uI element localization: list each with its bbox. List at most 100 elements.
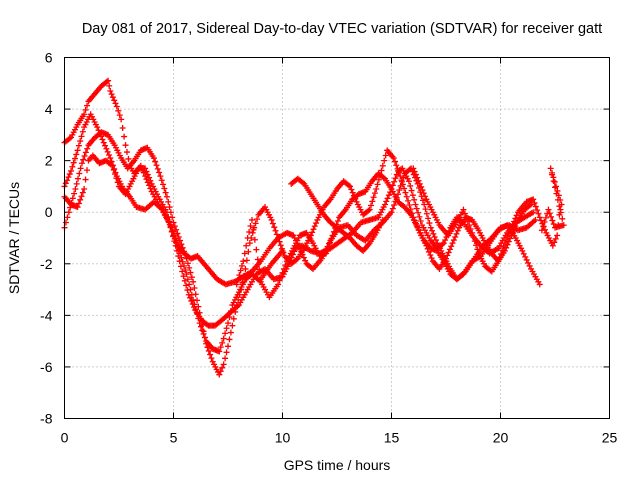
- data-point: [370, 194, 377, 201]
- data-point: [379, 216, 386, 223]
- data-point: [78, 133, 85, 140]
- data-point: [440, 240, 447, 247]
- data-point: [345, 182, 352, 189]
- data-point: [182, 266, 189, 273]
- data-point: [420, 190, 427, 197]
- data-point: [391, 178, 398, 185]
- data-point: [460, 206, 467, 213]
- y-tick-label: 0: [45, 204, 53, 220]
- data-point: [542, 214, 549, 221]
- data-point: [169, 214, 176, 221]
- data-point: [313, 220, 320, 227]
- data-point: [271, 224, 278, 231]
- data-point: [559, 215, 566, 222]
- data-point: [67, 204, 74, 211]
- data-point: [119, 124, 126, 131]
- data-point: [69, 195, 76, 202]
- data-point: [334, 217, 341, 224]
- data-point: [166, 218, 173, 225]
- x-tick-label: 0: [61, 430, 69, 446]
- data-point: [187, 286, 194, 293]
- data-point: [428, 255, 435, 262]
- data-point: [415, 226, 422, 233]
- data-point: [526, 262, 533, 269]
- data-point: [278, 273, 285, 280]
- data-point: [147, 177, 154, 184]
- data-point: [200, 328, 207, 335]
- data-point: [81, 186, 88, 193]
- plot-frame: [64, 57, 610, 419]
- data-point: [504, 233, 511, 240]
- data-point: [424, 245, 431, 252]
- data-point: [412, 220, 419, 227]
- data-point: [538, 217, 545, 224]
- data-point: [207, 351, 214, 358]
- x-tick-label: 10: [275, 430, 291, 446]
- data-point: [399, 181, 406, 188]
- data-point: [523, 256, 530, 263]
- data-point: [549, 171, 556, 178]
- data-point: [419, 197, 426, 204]
- data-point: [276, 277, 283, 284]
- data-point: [75, 142, 82, 149]
- data-point: [550, 221, 557, 228]
- data-point: [84, 167, 91, 174]
- data-point: [374, 181, 381, 188]
- data-point: [552, 224, 558, 231]
- data-point: [512, 215, 519, 222]
- data-point: [246, 240, 253, 247]
- data-point: [123, 149, 130, 156]
- data-point: [169, 227, 176, 234]
- data-point: [82, 149, 89, 156]
- y-tick-label: -2: [40, 256, 53, 272]
- data-point: [183, 282, 190, 289]
- data-point: [256, 266, 263, 273]
- data-point: [396, 187, 403, 194]
- data-point: [390, 155, 397, 162]
- data-point: [158, 177, 165, 184]
- data-point: [238, 262, 245, 269]
- data-point: [239, 279, 246, 286]
- data-point: [192, 291, 199, 298]
- data-point: [442, 237, 449, 244]
- data-point: [72, 186, 79, 193]
- data-point: [75, 200, 82, 207]
- chart-title: Day 081 of 2017, Sidereal Day-to-day VTE…: [82, 21, 602, 37]
- data-point: [205, 347, 212, 354]
- data-point: [251, 236, 258, 243]
- data-point: [225, 343, 231, 350]
- data-point: [238, 286, 245, 293]
- data-point: [445, 249, 452, 256]
- data-point: [107, 88, 114, 95]
- x-axis-label: GPS time / hours: [284, 457, 391, 473]
- data-point: [102, 142, 109, 149]
- x-tick-label: 25: [602, 430, 618, 446]
- data-point: [153, 162, 160, 169]
- data-point: [553, 190, 560, 197]
- data-point: [150, 155, 157, 162]
- data-point: [94, 124, 101, 131]
- data-point: [459, 272, 466, 279]
- data-point: [171, 236, 178, 243]
- data-point: [171, 223, 178, 230]
- data-point: [199, 327, 206, 334]
- data-point: [417, 217, 424, 224]
- data-point: [368, 202, 375, 209]
- data-point: [177, 250, 184, 257]
- data-point: [77, 165, 84, 172]
- data-point: [410, 214, 417, 221]
- data-point: [540, 223, 547, 230]
- data-point: [432, 237, 439, 244]
- data-point: [69, 163, 76, 170]
- data-point: [531, 199, 538, 206]
- data-point: [232, 308, 239, 315]
- data-point: [427, 252, 434, 259]
- data-point: [78, 160, 85, 167]
- data-point: [277, 242, 284, 249]
- data-point: [327, 239, 334, 246]
- data-point: [302, 257, 309, 264]
- data-point: [216, 348, 223, 355]
- data-point: [112, 100, 119, 107]
- data-point: [471, 238, 478, 245]
- data-point: [535, 210, 542, 217]
